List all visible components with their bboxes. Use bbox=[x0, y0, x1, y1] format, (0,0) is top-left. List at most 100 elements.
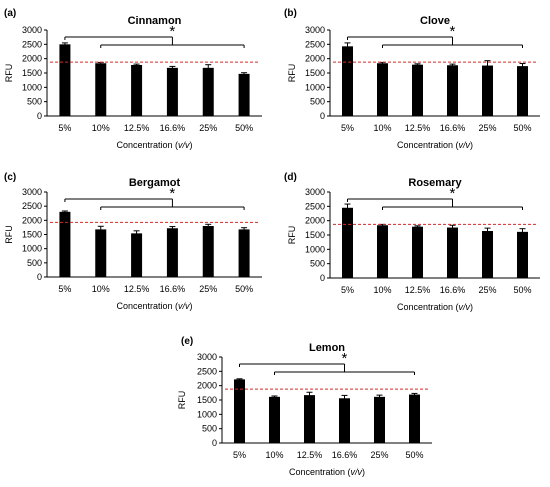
x-axis-label-suffix: ) bbox=[362, 467, 365, 477]
x-tick-label: 25% bbox=[478, 285, 496, 295]
bar-50- bbox=[517, 231, 528, 278]
y-tick-label: 2000 bbox=[305, 216, 325, 226]
y-tick-label: 1000 bbox=[22, 82, 42, 92]
bar-12-5- bbox=[131, 233, 143, 277]
bar-10- bbox=[95, 63, 107, 116]
bar-25- bbox=[202, 67, 214, 116]
y-tick-label: 500 bbox=[202, 424, 217, 434]
panel-label: (d) bbox=[284, 172, 297, 183]
x-tick-label: 50% bbox=[405, 450, 423, 460]
bar-12-5- bbox=[131, 64, 143, 116]
y-tick-label: 3000 bbox=[305, 187, 325, 197]
bar-50- bbox=[409, 394, 420, 443]
chart-title: Bergamot bbox=[129, 177, 181, 189]
bar-16-6- bbox=[447, 65, 458, 116]
x-tick-label: 12.5% bbox=[297, 450, 323, 460]
bar-10- bbox=[377, 63, 388, 116]
bar-12-5- bbox=[412, 64, 423, 116]
chart-panel-4: (d) Rosemary 0 500 1000 1500 2000 2500 3000 RFU 5%… bbox=[284, 172, 540, 312]
y-tick-label: 1500 bbox=[305, 68, 325, 78]
x-tick-label: 50% bbox=[513, 123, 531, 133]
panel-label: (c) bbox=[4, 172, 16, 183]
bar-16-6- bbox=[166, 67, 178, 116]
significance-star: * bbox=[169, 23, 175, 40]
significance-star: * bbox=[342, 350, 348, 367]
y-tick-label: 2500 bbox=[22, 39, 42, 49]
bar-10- bbox=[269, 396, 280, 443]
chart-title: Lemon bbox=[309, 342, 345, 354]
x-axis-label-prefix: Concentration ( bbox=[116, 140, 178, 150]
x-tick-label: 16.6% bbox=[440, 123, 466, 133]
x-tick-label: 5% bbox=[341, 285, 354, 295]
y-axis-label: RFU bbox=[287, 226, 297, 245]
x-axis-label-unit: v/v bbox=[459, 302, 471, 312]
significance-star: * bbox=[450, 23, 456, 40]
x-tick-label: 50% bbox=[513, 285, 531, 295]
x-tick-label: 16.6% bbox=[160, 284, 186, 294]
x-tick-label: 16.6% bbox=[160, 123, 186, 133]
y-axis-label: RFU bbox=[177, 391, 187, 410]
y-tick-label: 0 bbox=[320, 111, 325, 121]
y-axis-label: RFU bbox=[287, 64, 297, 83]
x-tick-label: 12.5% bbox=[124, 123, 150, 133]
y-tick-label: 1000 bbox=[305, 244, 325, 254]
bar-12-5- bbox=[304, 395, 315, 443]
bar-5- bbox=[342, 207, 353, 278]
x-tick-label: 12.5% bbox=[124, 284, 150, 294]
chart-panel-5: (e) Lemon 0 500 1000 1500 2000 2500 3000 RFU 5% 10%… bbox=[177, 336, 432, 477]
y-tick-label: 0 bbox=[37, 272, 42, 282]
y-tick-label: 1000 bbox=[197, 409, 217, 419]
x-tick-label: 16.6% bbox=[440, 285, 466, 295]
x-axis-label: Concentration (v/v) bbox=[116, 301, 192, 311]
bar-5- bbox=[234, 379, 245, 443]
y-tick-label: 2500 bbox=[197, 366, 217, 376]
x-tick-label: 50% bbox=[235, 123, 253, 133]
x-tick-label: 5% bbox=[233, 450, 246, 460]
bar-5- bbox=[342, 46, 353, 117]
panel-label: (a) bbox=[4, 8, 16, 19]
panel-label: (b) bbox=[284, 8, 297, 19]
chart-title: Rosemary bbox=[408, 177, 462, 189]
bar-5- bbox=[59, 44, 71, 117]
bar-50- bbox=[238, 73, 250, 116]
y-tick-label: 500 bbox=[27, 258, 42, 268]
x-tick-label: 10% bbox=[265, 450, 283, 460]
x-axis-label-prefix: Concentration ( bbox=[289, 467, 351, 477]
y-tick-label: 2000 bbox=[22, 215, 42, 225]
bar-25- bbox=[482, 65, 493, 116]
y-tick-label: 0 bbox=[320, 273, 325, 283]
x-tick-label: 16.6% bbox=[332, 450, 358, 460]
x-axis-label-unit: v/v bbox=[351, 467, 363, 477]
x-tick-label: 50% bbox=[235, 284, 253, 294]
bar-16-6- bbox=[447, 227, 458, 278]
x-tick-label: 12.5% bbox=[405, 285, 431, 295]
y-tick-label: 2000 bbox=[22, 54, 42, 64]
significance-star: * bbox=[450, 185, 456, 202]
bar-50- bbox=[517, 66, 528, 116]
chart-panel-3: (c) Bergamot 0 500 1000 1500 2000 2500 3000 RFU 5%… bbox=[4, 172, 262, 311]
bar-50- bbox=[238, 229, 250, 277]
y-tick-label: 2500 bbox=[22, 201, 42, 211]
y-tick-label: 1500 bbox=[22, 230, 42, 240]
x-axis-label-suffix: ) bbox=[190, 301, 193, 311]
bar-25- bbox=[202, 226, 214, 277]
x-axis-label-suffix: ) bbox=[190, 140, 193, 150]
significance-star: * bbox=[169, 185, 175, 202]
x-tick-label: 5% bbox=[58, 123, 71, 133]
y-tick-label: 1500 bbox=[305, 230, 325, 240]
x-axis-label: Concentration (v/v) bbox=[397, 140, 473, 150]
x-axis-label-unit: v/v bbox=[178, 140, 190, 150]
y-tick-label: 3000 bbox=[305, 25, 325, 35]
x-tick-label: 25% bbox=[199, 284, 217, 294]
x-tick-label: 25% bbox=[370, 450, 388, 460]
chart-panel-1: (a) Cinnamon 0 500 1000 1500 2000 2500 3000 RFU 5%… bbox=[4, 8, 262, 150]
x-axis-label-suffix: ) bbox=[470, 302, 473, 312]
x-axis-label: Concentration (v/v) bbox=[116, 140, 192, 150]
x-axis-label-unit: v/v bbox=[178, 301, 190, 311]
y-axis-label: RFU bbox=[4, 64, 14, 83]
x-tick-label: 10% bbox=[373, 285, 391, 295]
y-tick-label: 2000 bbox=[305, 54, 325, 64]
x-tick-label: 25% bbox=[478, 123, 496, 133]
bar-5- bbox=[59, 211, 71, 277]
